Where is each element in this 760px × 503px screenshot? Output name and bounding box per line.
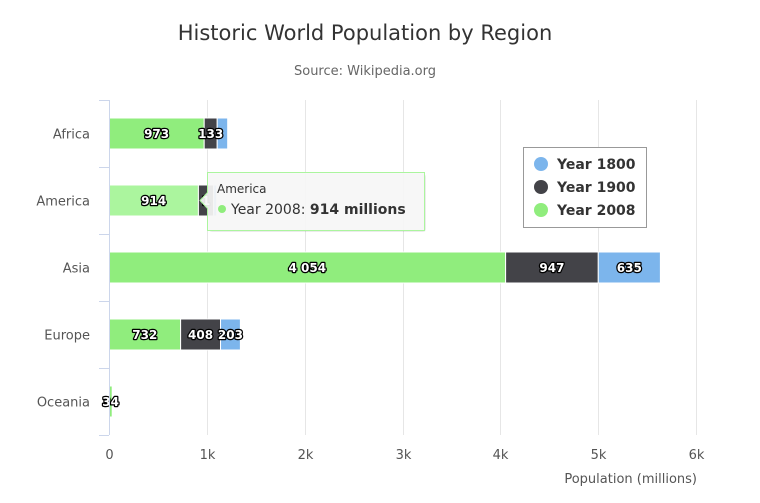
bar-europe-year-1800[interactable] (220, 318, 241, 351)
x-tick-label: 3k (396, 448, 412, 463)
data-label: 203 (218, 328, 243, 342)
x-axis-title: Population (millions) (564, 472, 697, 487)
chart-subtitle: Source: Wikipedia.org (294, 64, 436, 79)
tooltip-text: Year 2008: 914 millions (230, 202, 406, 218)
y-tick-label: Oceania (37, 396, 90, 411)
plot-area[interactable] (108, 117, 661, 418)
legend-marker-year-2008[interactable] (534, 203, 548, 217)
chart-title: Historic World Population by Region (178, 21, 553, 45)
y-tick-label: Europe (44, 329, 90, 344)
x-tick-label: 1k (200, 448, 216, 463)
bar-asia-year-1900[interactable] (505, 251, 599, 284)
x-tick-label: 4k (493, 448, 509, 463)
x-tick-label: 6k (689, 448, 705, 463)
legend-marker-year-1900[interactable] (534, 180, 548, 194)
legend-item-year-1800[interactable]: Year 1800 (556, 157, 636, 173)
tooltip: America Year 2008: 914 millions (199, 172, 426, 232)
tooltip-series-marker (218, 205, 226, 213)
y-tick-label: Asia (63, 262, 90, 277)
x-tick-label: 0 (105, 448, 113, 463)
tooltip-header: America (217, 182, 267, 196)
data-label: 947 (539, 261, 564, 275)
data-label: 732 (132, 328, 157, 342)
y-tick-label: America (36, 195, 90, 210)
axes: 0 1k 2k 3k 4k 5k 6k Africa America Asia Europe Ocea… (36, 100, 705, 463)
legend-marker-year-1800[interactable] (534, 157, 548, 171)
legend-item-year-2008[interactable]: Year 2008 (556, 203, 636, 219)
bar-africa-year-2008[interactable] (108, 117, 205, 150)
bar-asia-year-2008[interactable] (108, 251, 507, 284)
y-tick-label: Africa (53, 128, 90, 143)
data-label: 973 (144, 127, 169, 141)
data-label: 34 (102, 395, 119, 409)
legend[interactable]: Year 1800 Year 1900 Year 2008 (523, 147, 647, 228)
data-label: 914 (141, 194, 166, 208)
data-label: 4 054 (289, 261, 327, 275)
legend-item-year-1900[interactable]: Year 1900 (556, 180, 636, 196)
bar-africa-year-1800[interactable] (216, 117, 229, 150)
data-label: 635 (617, 261, 642, 275)
tooltip-box (199, 172, 425, 231)
x-tick-label: 5k (591, 448, 607, 463)
x-tick-label: 2k (298, 448, 314, 463)
data-label: 408 (188, 328, 213, 342)
bar-oceania-year-1800[interactable] (112, 385, 114, 418)
data-label: 133 (198, 127, 223, 141)
bar-asia-year-1800[interactable] (597, 251, 661, 284)
bar-europe-year-2008[interactable] (108, 318, 182, 351)
